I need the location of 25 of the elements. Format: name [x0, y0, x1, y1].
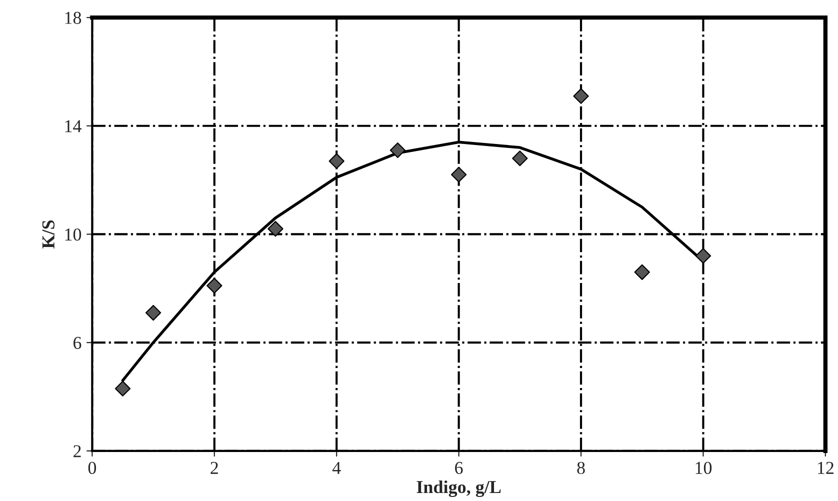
y-tick-label: 2	[74, 445, 81, 458]
y-axis-title: K/S	[42, 220, 54, 248]
point	[695, 248, 712, 264]
point	[145, 304, 162, 321]
x-tick-label: 0	[88, 462, 96, 474]
x-tick-label: 4	[332, 462, 341, 474]
x-tick-label: 8	[577, 462, 585, 474]
point	[450, 166, 467, 182]
point	[512, 150, 528, 166]
point	[634, 264, 650, 280]
x-tick-label: 6	[455, 462, 463, 474]
y-tick-label: 18	[65, 12, 82, 24]
point	[328, 153, 344, 169]
y-tick-label: 14	[65, 120, 82, 132]
point	[573, 88, 589, 104]
point	[390, 142, 406, 158]
point	[206, 278, 222, 294]
x-tick-label: 2	[210, 462, 218, 474]
x-tick-label: 12	[818, 462, 834, 474]
x-tick-label: 10	[696, 462, 712, 474]
y-tick-label: 6	[74, 336, 82, 349]
point	[268, 220, 284, 237]
x-axis-title: Indigo, g/L	[416, 480, 501, 497]
point	[114, 380, 131, 396]
y-tick-label: 10	[65, 228, 82, 241]
